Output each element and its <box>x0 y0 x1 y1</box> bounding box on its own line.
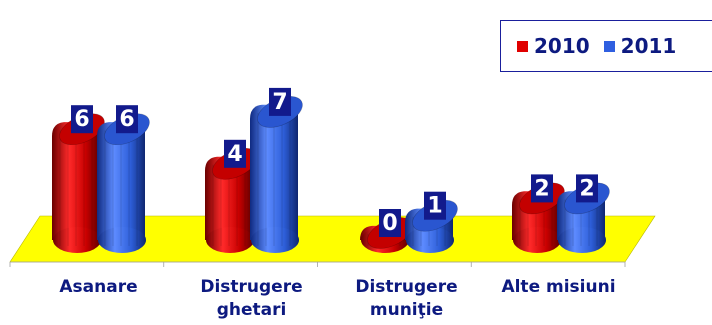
bar-2011-2 <box>250 96 303 253</box>
category-label-2-line-1: Distrugere <box>200 277 302 297</box>
category-label-1: Asanare <box>59 277 137 297</box>
category-labels-layer: Asanare Distrugere ghetari Distrugere muniţi… <box>59 277 615 320</box>
svg-text:1: 1 <box>427 194 442 219</box>
data-label-2010-4: 2 <box>531 174 553 203</box>
data-label-2011-1: 6 <box>116 105 138 134</box>
data-label-2011-4: 2 <box>576 174 598 203</box>
svg-text:4: 4 <box>227 142 242 167</box>
legend-swatch-2011 <box>603 40 615 52</box>
category-label-4: Alte misiuni <box>501 277 615 297</box>
legend-swatch-2010 <box>517 40 528 52</box>
svg-text:2: 2 <box>579 176 594 201</box>
data-labels-layer: 6 6 4 7 0 1 2 2 <box>71 87 598 237</box>
legend: 2010 2011 <box>500 20 712 72</box>
data-label-2011-2: 7 <box>269 87 291 116</box>
bar-2011-1 <box>97 113 150 253</box>
data-label-2010-1: 6 <box>71 105 93 134</box>
legend-label-2011: 2011 <box>620 34 677 58</box>
svg-text:2: 2 <box>534 176 549 201</box>
svg-text:7: 7 <box>272 90 287 115</box>
category-label-3-line-2: muniţie <box>370 300 443 320</box>
bar-2010-2 <box>205 147 258 253</box>
bar-2010-4 <box>512 182 565 253</box>
bar-2011-4 <box>557 182 610 253</box>
svg-text:0: 0 <box>382 211 397 236</box>
data-label-2010-2: 4 <box>224 139 246 168</box>
svg-text:6: 6 <box>74 107 89 132</box>
svg-text:6: 6 <box>119 107 134 132</box>
category-label-3-line-1: Distrugere <box>355 277 457 297</box>
category-label-2-line-2: ghetari <box>217 300 287 320</box>
data-label-2010-3: 0 <box>379 209 401 237</box>
legend-item-2010: 2010 <box>517 34 590 58</box>
bars-layer <box>52 96 610 253</box>
bar-2010-1 <box>52 113 105 253</box>
legend-item-2011: 2011 <box>603 34 677 58</box>
legend-label-2010: 2010 <box>534 34 590 58</box>
data-label-2011-3: 1 <box>424 191 446 220</box>
